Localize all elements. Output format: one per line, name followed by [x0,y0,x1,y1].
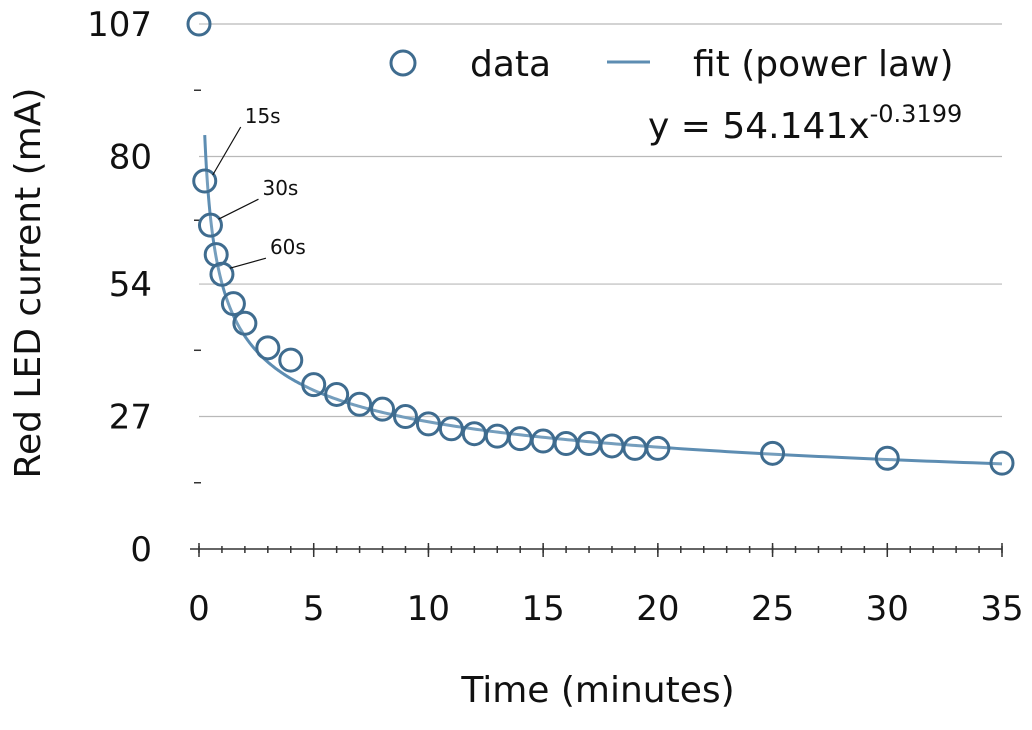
x-tick-label: 0 [188,589,210,629]
data-point [197,212,223,238]
data-point [553,431,579,457]
data-point [576,431,602,457]
data-point [186,11,212,37]
x-tick-label: 35 [980,589,1023,629]
annotations: 15s 30s 60s [212,104,306,269]
data-point [530,428,556,454]
data-point [599,433,625,459]
data-point [461,421,487,447]
legend-fit-label: fit (power law) [693,44,954,85]
data-point [209,261,235,287]
y-tick-label: 80 [109,137,152,177]
data-point [370,396,396,422]
data-point [392,404,418,430]
data-point [645,435,671,461]
data-point [438,416,464,442]
x-tick-label: 10 [407,589,450,629]
data-point [507,426,533,452]
annotation-leader [218,198,259,220]
x-tick-label: 30 [866,589,909,629]
x-tick-label: 5 [303,589,325,629]
fit-equation-base: y = 54.141x [648,106,870,147]
axes: 0 27 54 80 107 0 5 10 15 20 25 30 35 [87,5,1024,629]
x-tick-label: 15 [522,589,565,629]
fit-series [203,135,1003,466]
legend: data fit (power law) [389,44,954,85]
data-point [415,411,441,437]
data-point [220,291,246,317]
legend-data-label: data [470,44,551,85]
x-tick-label: 20 [636,589,679,629]
annotation-leader [212,126,242,176]
data-point [324,381,350,407]
annotation-label: 30s [262,176,298,200]
x-tick-label: 25 [751,589,794,629]
y-axis-title: Red LED current (mA) [8,88,49,479]
fit-equation-exponent: -0.3199 [870,100,963,128]
data-point [760,440,786,466]
annotation-leader [229,257,267,269]
data-point [484,423,510,449]
data-point [232,310,258,336]
y-tick-label: 27 [109,398,152,438]
y-tick-label: 107 [87,5,152,45]
y-tick-label: 54 [109,265,152,305]
data-point [278,347,304,373]
legend-data-marker [389,49,417,77]
data-point [622,435,648,461]
data-point [301,372,327,398]
x-axis-title: Time (minutes) [460,670,734,711]
data-series [186,11,1015,476]
data-point [192,168,218,194]
data-point [255,335,281,361]
fit-equation: y = 54.141x-0.3199 [648,100,962,147]
data-point [874,445,900,471]
fit-line [203,135,1003,466]
annotation-label: 60s [270,235,306,259]
y-tick-label: 0 [130,530,152,570]
data-point [989,450,1015,476]
grid-lines [199,23,1002,418]
annotation-label: 15s [245,104,281,128]
data-point [347,391,373,417]
